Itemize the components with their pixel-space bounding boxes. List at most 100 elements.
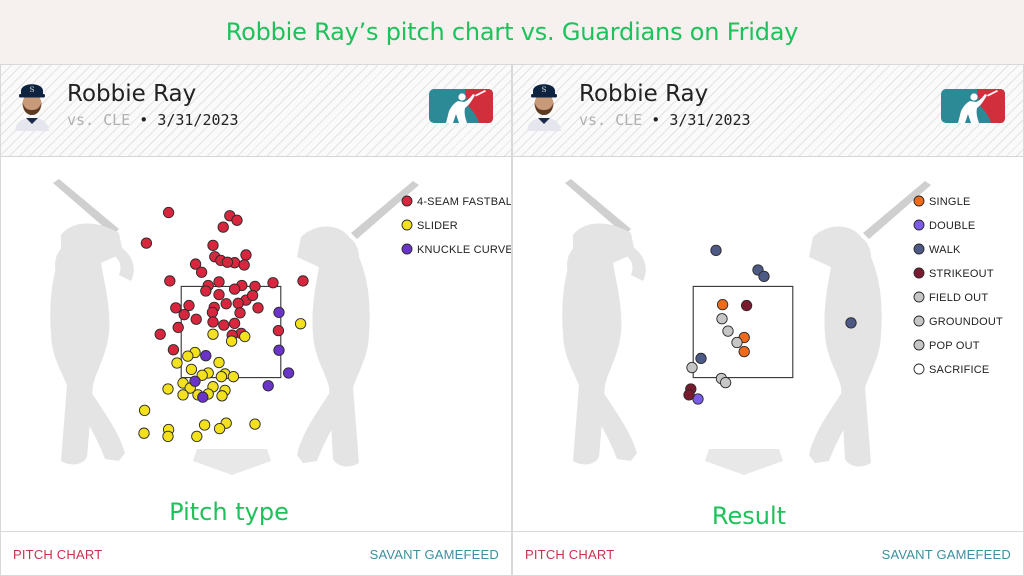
legend-marker [401, 195, 413, 207]
game-info: vs. CLE • 3/31/2023 [67, 111, 239, 129]
right-batter-silhouette [297, 181, 419, 467]
4-seam-fastball-point [200, 285, 212, 297]
knuckle-curve-point [200, 350, 212, 362]
player-name: Robbie Ray [67, 81, 197, 107]
4-seam-fastball-point [228, 283, 241, 295]
slider-point [213, 356, 225, 369]
4-seam-fastball-point [231, 214, 243, 226]
game-info: vs. CLE • 3/31/2023 [579, 111, 751, 129]
4-seam-fastball-point [218, 319, 230, 331]
4-seam-fastball-point [213, 288, 225, 301]
legend-marker [913, 315, 925, 327]
pitch-type-chart: 4-SEAM FASTBALL SLIDER KNUCKLE CURVE Pitch… [1, 157, 511, 531]
legend-marker [401, 243, 413, 255]
left-batter-silhouette [562, 179, 646, 465]
right-batter-silhouette [809, 181, 931, 467]
pitch-chart-link[interactable]: PITCH CHART [525, 547, 615, 562]
separator-dot: • [139, 111, 149, 129]
slider-point [177, 389, 189, 401]
legend-item-knuckle-curve: KNUCKLE CURVE [401, 243, 511, 256]
pitch-chart-link[interactable]: PITCH CHART [13, 547, 103, 562]
4-seam-fastball-point [162, 206, 175, 219]
slider-point [191, 430, 203, 443]
pitch-points [138, 206, 309, 443]
legend-marker [913, 243, 925, 255]
4-seam-fastball-point [246, 289, 259, 302]
legend-label: SLIDER [417, 220, 458, 232]
legend-label: DOUBLE [929, 220, 975, 232]
legend-marker [401, 219, 413, 231]
mlb-logo-icon [941, 89, 1005, 123]
mlb-logo-icon [429, 89, 493, 123]
4-seam-fastball-point [170, 302, 182, 314]
4-seam-fastball-point [183, 299, 195, 312]
chart-caption: Pitch type [169, 498, 289, 526]
opponent-label: vs. CLE [67, 111, 131, 129]
4-seam-fastball-point [189, 258, 202, 270]
groundout-point [719, 376, 732, 389]
slider-point [216, 390, 228, 402]
legend-item-sacrifice: SACRIFICE [913, 363, 989, 376]
slider-point [171, 357, 183, 369]
slider-point [227, 371, 240, 383]
result-chart: SINGLE DOUBLE WALK STRIKEOUT FIELD OUT GROUND… [513, 157, 1023, 531]
slider-point [215, 371, 228, 383]
panel-footer: PITCH CHART SAVANT GAMEFEED [513, 531, 1023, 575]
chart-caption: Result [712, 502, 786, 530]
legend-item-walk: WALK [913, 243, 961, 256]
single-point [738, 345, 750, 358]
legend-item-strikeout: STRIKEOUT [913, 267, 994, 280]
slider-point [198, 419, 211, 431]
walk-point [695, 352, 707, 365]
legend-label: FIELD OUT [929, 292, 988, 304]
walk-point [845, 317, 857, 329]
slider-point [294, 318, 307, 330]
legend-marker [913, 267, 925, 279]
4-seam-fastball-point [195, 266, 208, 278]
panel-header: S Robbie Ray vs. CLE • 3/31/2023 [1, 65, 511, 157]
slider-point [249, 418, 261, 430]
game-date: 3/31/2023 [157, 111, 239, 129]
left-batter-silhouette [50, 179, 134, 465]
player-headshot-icon: S [527, 84, 561, 131]
legend-item-4-seam-fastball: 4-SEAM FASTBALL [401, 195, 511, 208]
4-seam-fastball-point [154, 328, 166, 340]
legend-item-single: SINGLE [913, 195, 971, 208]
savant-gamefeed-link[interactable]: SAVANT GAMEFEED [369, 547, 499, 562]
4-seam-fastball-point [232, 297, 244, 309]
4-seam-fastball-point [238, 259, 250, 271]
player-name: Robbie Ray [579, 81, 709, 107]
result-plot: SINGLE DOUBLE WALK STRIKEOUT FIELD OUT GROUND… [562, 179, 1003, 530]
player-headshot-icon: S [15, 84, 49, 131]
4-seam-fastball-point [190, 313, 202, 325]
batter-silhouettes [562, 179, 931, 475]
savant-gamefeed-link[interactable]: SAVANT GAMEFEED [881, 547, 1011, 562]
slider-point [138, 404, 151, 417]
slider-point [207, 328, 219, 340]
legend-item-pop-out: POP OUT [913, 339, 980, 352]
legend-label: WALK [929, 244, 961, 256]
panel-header: S Robbie Ray vs. CLE • 3/31/2023 [513, 65, 1023, 157]
strike-zone [692, 285, 794, 379]
home-plate [705, 449, 783, 475]
slider-point [138, 427, 150, 439]
legend-item-field-out: FIELD OUT [913, 291, 988, 304]
slider-point [213, 422, 226, 435]
legend-label: SACRIFICE [929, 364, 989, 376]
field-out-point [686, 361, 698, 374]
legend-label: 4-SEAM FASTBALL [417, 196, 511, 208]
legend-label: SINGLE [929, 196, 971, 208]
legend-marker [913, 339, 925, 351]
4-seam-fastball-point [297, 275, 309, 287]
walk-point [710, 244, 722, 257]
4-seam-fastball-point [213, 276, 225, 288]
4-seam-fastball-point [221, 256, 234, 268]
legend-label: KNUCKLE CURVE [417, 244, 511, 256]
4-seam-fastball-point [140, 237, 153, 249]
pitch-type-plot: 4-SEAM FASTBALL SLIDER KNUCKLE CURVE Pitch… [50, 179, 511, 526]
legend-item-double: DOUBLE [913, 219, 975, 232]
legend-marker [913, 291, 925, 303]
single-point [716, 298, 729, 311]
4-seam-fastball-point [164, 275, 176, 287]
4-seam-fastball-point [252, 302, 264, 314]
